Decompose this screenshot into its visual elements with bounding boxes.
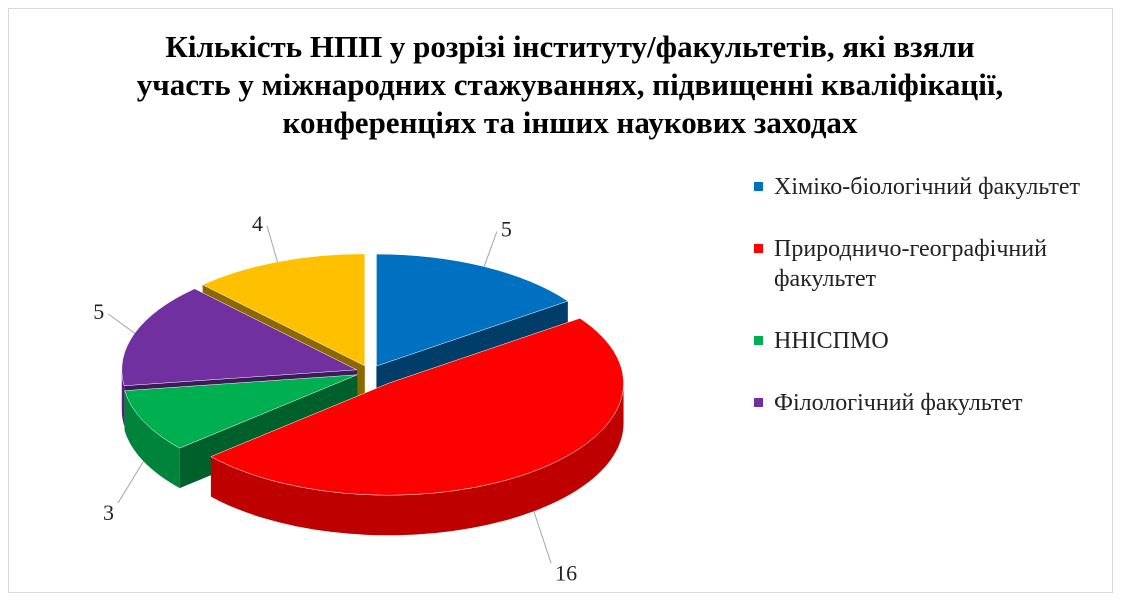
slice — [124, 374, 358, 449]
chart-title: Кількість НПП у розрізі інституту/факуль… — [136, 29, 1004, 140]
chart-frame — [8, 8, 1113, 593]
legend-label: ННІСПМО — [774, 328, 889, 354]
legend-entry: Хіміко-біологічний факультет — [752, 172, 1112, 202]
slice — [210, 317, 624, 496]
slice — [202, 253, 366, 367]
legend-entry: Природничо-географічний факультет — [752, 234, 1112, 294]
leader-line — [266, 225, 278, 262]
data-label: 5 — [93, 299, 104, 324]
slice-wall — [210, 383, 624, 536]
legend: Хіміко-біологічний факультет Природничо-г… — [752, 172, 1112, 450]
legend-swatch — [754, 182, 763, 191]
leader-line — [533, 511, 552, 564]
legend-label: Хіміко-біологічний факультет — [774, 174, 1081, 200]
legend-label: Філологічний факультет — [774, 390, 1023, 416]
data-label: 16 — [555, 560, 577, 585]
leader-line — [117, 461, 144, 504]
legend-swatch — [754, 336, 763, 345]
legend-entry: Філологічний факультет — [752, 388, 1112, 418]
legend-entry: ННІСПМО — [752, 326, 1112, 356]
data-label: 4 — [252, 211, 263, 236]
legend-swatch — [754, 244, 763, 253]
leader-line — [107, 313, 135, 334]
legend-swatch — [754, 398, 763, 407]
data-label: 3 — [103, 500, 114, 525]
slice-wall — [124, 390, 180, 489]
data-label: 5 — [501, 217, 512, 242]
leader-line — [483, 231, 498, 267]
legend-label: Природничо-географічний факультет — [774, 236, 1047, 292]
